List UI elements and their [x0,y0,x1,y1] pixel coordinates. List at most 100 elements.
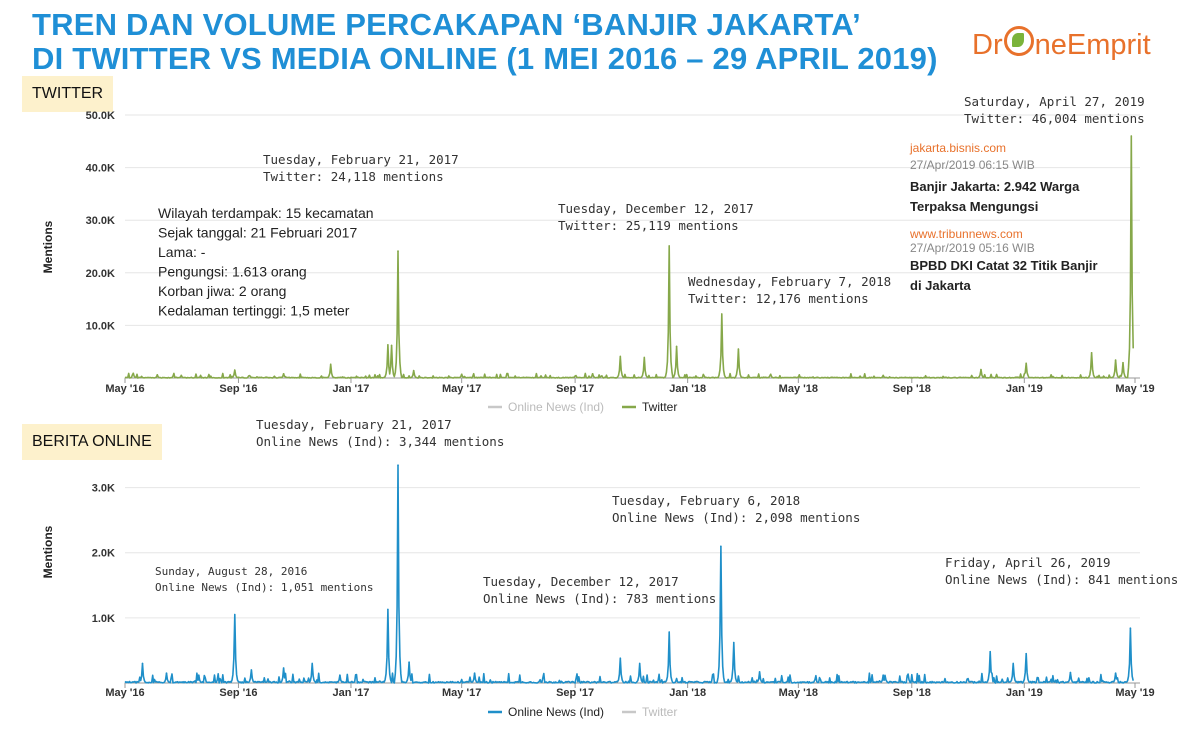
y-tick-label: 1.0K [92,613,115,625]
y-axis-label: Mentions [41,525,55,578]
data-point [737,348,740,350]
x-tick-label: Jan '17 [333,687,370,699]
legend-item: Twitter [642,705,677,719]
series-line-twitter [124,135,1134,379]
y-tick-label: 20.0K [86,268,115,280]
data-point [882,674,884,676]
news-source: www.tribunnews.com [909,227,1023,241]
data-point [1069,671,1072,674]
data-point [619,355,622,358]
data-point [165,672,168,675]
twitter-annotation-date: Saturday, April 27, 2019 [964,94,1145,109]
data-point [1025,362,1027,365]
twitter-annotation-value: Twitter: 24,118 mentions [263,169,444,184]
x-tick-label: Jan '17 [333,383,370,395]
data-point [643,356,646,359]
online-annotation-date: Sunday, August 28, 2016 [155,565,307,578]
data-point [1090,351,1093,354]
data-point [460,373,463,376]
twitter-annotation-date: Wednesday, February 7, 2018 [688,274,891,289]
news-headline: Banjir Jakarta: 2.942 Warga [910,179,1080,194]
chart-panel-0: 10.0K 20.0K 30.0K 40.0K 50.0K May '16 Sep '16 J… [41,110,1155,414]
twitter-annotation-date: Tuesday, February 21, 2017 [263,152,459,167]
online-annotation-value: Online News (Ind): 783 mentions [483,591,716,606]
news-headline: di Jakarta [910,278,971,293]
news-headline: Terpaksa Mengungsi [910,199,1038,214]
data-point [132,372,135,375]
data-point [1114,672,1117,675]
online-annotation-date: Tuesday, February 21, 2017 [256,417,452,432]
data-point [1025,652,1027,655]
x-tick-label: Sep '16 [219,687,257,699]
data-point [591,372,594,375]
x-tick-label: Sep '18 [893,687,931,699]
data-point [233,613,236,616]
data-point [233,369,236,371]
online-annotation-value: Online News (Ind): 2,098 mentions [612,510,860,525]
data-point [282,667,285,669]
logo-text-start: Dr [972,29,1003,61]
data-point [675,345,678,348]
data-point [387,608,389,611]
twitter-annotation-value: Twitter: 25,119 mentions [558,218,739,233]
data-point [311,662,314,665]
data-point [758,671,761,673]
twitter-annotation-date: Tuesday, December 12, 2017 [558,201,754,216]
y-tick-label: 30.0K [86,215,115,227]
y-tick-label: 50.0K [86,110,115,122]
x-tick-label: May '18 [779,687,818,699]
page-title: TREN DAN VOLUME PERCAKAPAN ‘BANJIR JAKAR… [32,8,938,76]
x-tick-label: May '17 [442,687,481,699]
data-point [1012,662,1015,665]
online-annotation-date: Friday, April 26, 2019 [945,555,1111,570]
legend-item: Online News (Ind) [508,400,604,414]
legend: Online News (Ind) Twitter [488,400,677,414]
data-point [989,650,991,653]
data-point [1129,627,1132,630]
x-tick-label: May '16 [105,383,144,395]
x-tick-label: Sep '16 [219,383,257,395]
data-point [1122,361,1124,364]
title-line-1: TREN DAN VOLUME PERCAKAPAN ‘BANJIR JAKAR… [32,7,861,42]
data-point [1114,359,1117,361]
data-point [180,374,183,377]
online-annotation-value: Online News (Ind): 841 mentions [945,572,1178,587]
data-point [339,674,341,676]
x-tick-label: Sep '18 [893,383,931,395]
online-panel-label: BERITA ONLINE [22,424,162,460]
series-line-online-news-ind- [124,464,1134,684]
drone-emprit-logo: Dr neEmprit [972,26,1151,62]
data-point [1130,135,1133,137]
data-point [882,374,884,377]
title-line-2: DI TWITTER VS MEDIA ONLINE (1 MEI 2016 –… [32,41,938,76]
data-point [638,662,641,665]
drone-ring-icon [1003,26,1034,56]
info-box-line: Pengungsi: 1.613 orang [158,264,307,280]
y-tick-label: 2.0K [92,548,115,560]
twitter-annotation-value: Twitter: 46,004 mentions [964,111,1145,126]
data-point [619,657,622,660]
data-point [329,363,332,366]
data-point [390,344,393,347]
x-tick-label: Jan '18 [669,687,706,699]
data-point [668,245,671,247]
data-point [397,464,399,466]
x-tick-label: Sep '17 [556,383,594,395]
legend-item: Twitter [642,400,677,414]
twitter-annotation-value: Twitter: 12,176 mentions [688,291,869,306]
x-tick-label: May '18 [779,383,818,395]
x-tick-label: May '16 [105,687,144,699]
news-time: 27/Apr/2019 05:16 WIB [910,241,1035,255]
data-point [408,661,410,663]
x-tick-label: Jan '19 [1006,383,1043,395]
data-point [397,250,399,252]
news-source: jakarta.bisnis.com [909,141,1006,155]
data-point [720,545,722,548]
data-point [720,313,723,315]
x-tick-label: May '19 [1115,687,1154,699]
legend-item: Online News (Ind) [508,705,604,719]
x-tick-label: May '17 [442,383,481,395]
data-point [473,672,476,675]
x-tick-label: Jan '19 [1006,687,1043,699]
data-point [197,674,200,676]
